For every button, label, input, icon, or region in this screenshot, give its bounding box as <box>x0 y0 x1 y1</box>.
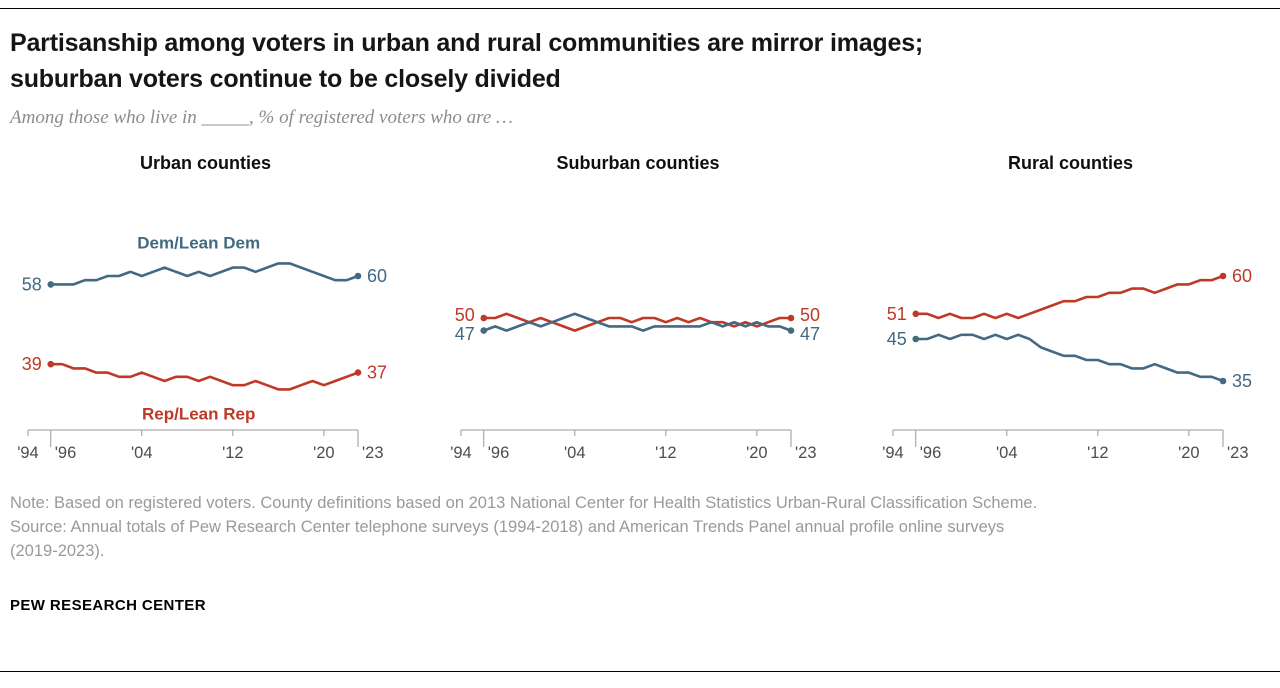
axis-tick-label: '04 <box>996 444 1018 462</box>
chart-panel-urban: Urban counties '94 '96 '04 '12 '20 '23 Dem/Lean… <box>8 153 403 475</box>
axis-tick-label: '96 <box>55 444 77 462</box>
panel-title-rural: Rural counties <box>1007 153 1134 173</box>
source-line-continued: (2019-2023). <box>10 542 105 560</box>
charts-row: Urban counties '94 '96 '04 '12 '20 '23 Dem/Lean… <box>0 153 1280 475</box>
dem-end-dot <box>354 272 362 280</box>
header: Partisanship among voters in urban and r… <box>0 25 1280 129</box>
rep-value-label: 39 <box>22 354 42 374</box>
line-chart-rural: '94 '96 '04 '12 '20 '23 51 45 60 35 <box>882 266 1252 462</box>
rep-value-label: 37 <box>367 363 387 383</box>
dem-line <box>914 333 1225 383</box>
chart-subtitle: Among those who live in _____, % of regi… <box>10 107 513 128</box>
axis-tick-label: '94 <box>17 444 39 462</box>
brand-footer: PEW RESEARCH CENTER <box>10 597 206 614</box>
dem-value-label: 60 <box>367 266 387 286</box>
axis-tick-label: '12 <box>1087 444 1109 462</box>
dem-line <box>481 312 792 332</box>
rep-value-label: 51 <box>887 304 907 324</box>
axis-tick-label: '96 <box>920 444 942 462</box>
source-line: Source: Annual totals of Pew Research Ce… <box>10 518 1005 536</box>
axis-tick-label: '20 <box>746 444 768 462</box>
rep-series-label: Rep/Lean Rep <box>142 404 255 423</box>
dem-value-label: 47 <box>454 324 474 344</box>
chart-panel-rural: Rural counties '94 '96 '04 '12 '20 '23 51 45 60 35 <box>873 153 1268 475</box>
dem-start-dot <box>912 335 920 343</box>
axis-tick-label: '23 <box>362 444 384 462</box>
chart-title-line2: suburban voters continue to be closely d… <box>10 65 561 93</box>
dem-end-dot <box>787 327 794 334</box>
axis-tick-label: '04 <box>131 444 153 462</box>
axis-tick-label: '20 <box>313 444 335 462</box>
line-chart-urban: '94 '96 '04 '12 '20 '23 Dem/Lean Dem Rep/Lean R… <box>17 233 387 462</box>
chart-card: Partisanship among voters in urban and r… <box>0 8 1280 672</box>
axis-tick-label: '23 <box>1227 444 1249 462</box>
axis-tick-label: '94 <box>450 444 472 462</box>
axis-tick-label: '12 <box>655 444 677 462</box>
rep-value-label: 50 <box>800 305 820 325</box>
rep-start-dot <box>912 310 920 318</box>
chart-panel-suburban: Suburban counties '94'96'04'12'20'23 50 47 5… <box>441 153 836 475</box>
dem-start-dot <box>47 281 55 288</box>
dem-value-label: 45 <box>887 329 907 349</box>
dem-line <box>49 262 360 286</box>
note-block: Note: Based on registered voters. County… <box>10 491 1270 563</box>
rep-line <box>49 362 360 391</box>
rep-start-dot <box>47 360 55 368</box>
dem-value-label: 58 <box>22 274 42 294</box>
axis-tick-label: '94 <box>882 444 904 462</box>
rep-value-label: 60 <box>1232 266 1252 286</box>
chart-title: Partisanship among voters in urban and r… <box>10 25 1220 97</box>
dem-end-dot <box>1219 377 1227 385</box>
dem-series-label: Dem/Lean Dem <box>137 233 260 252</box>
rep-line <box>914 274 1225 320</box>
dem-start-dot <box>479 327 487 334</box>
rep-value-label: 50 <box>454 305 474 325</box>
panel-title-suburban: Suburban counties <box>556 153 720 173</box>
axis-tick-label: '12 <box>222 444 244 462</box>
dem-value-label: 47 <box>800 324 820 344</box>
rep-end-dot <box>354 369 362 376</box>
axis-tick-label: '96 <box>487 444 509 462</box>
note-line: Note: Based on registered voters. County… <box>10 494 1038 512</box>
rep-end-dot <box>787 314 794 322</box>
axis-tick-label: '23 <box>795 444 817 462</box>
dem-value-label: 35 <box>1232 371 1252 391</box>
rep-start-dot <box>479 314 487 322</box>
axis-tick-label: '04 <box>564 444 586 462</box>
rep-end-dot <box>1219 272 1227 280</box>
panel-title-urban: Urban counties <box>139 153 272 173</box>
axis-tick-label: '20 <box>1178 444 1200 462</box>
chart-title-line1: Partisanship among voters in urban and r… <box>10 29 924 57</box>
